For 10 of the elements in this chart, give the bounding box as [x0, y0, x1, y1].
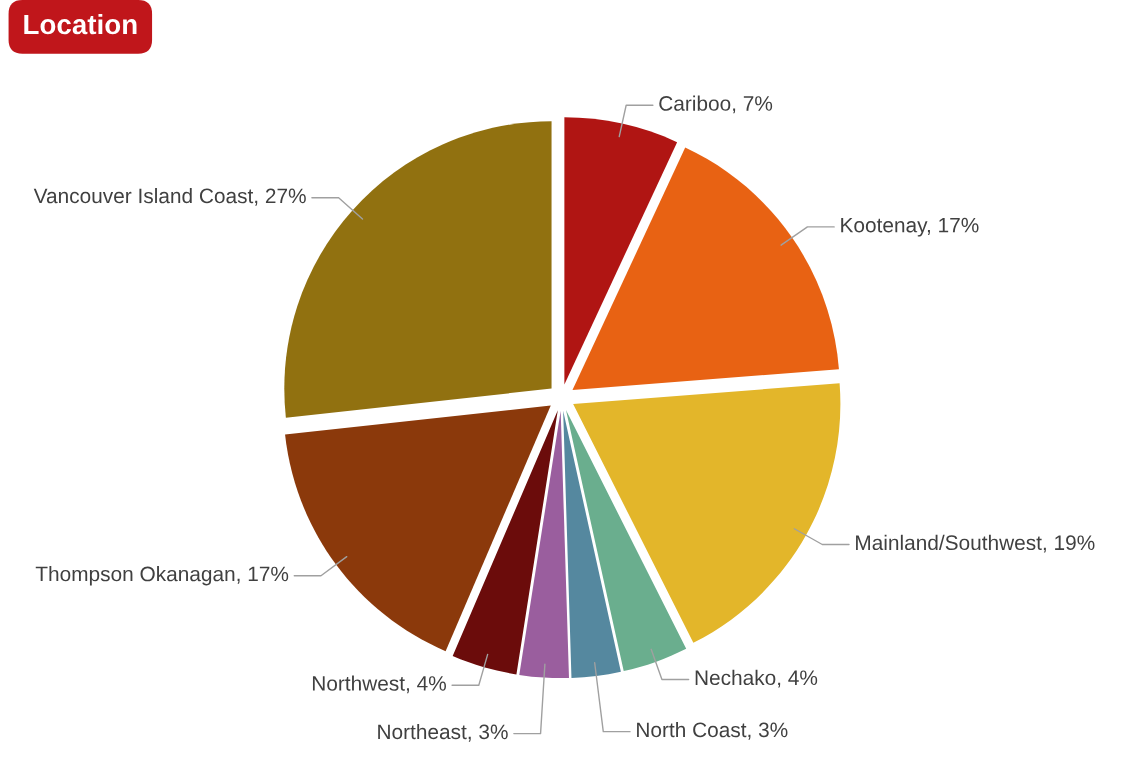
slice-label: Kootenay, 17%	[841, 217, 979, 237]
slice-label: Northwest, 4%	[312, 675, 446, 694]
slice-label: North Coast, 3%	[637, 721, 788, 740]
chart-title: Location	[24, 13, 137, 35]
slice-label: Thompson Okanagan, 17%	[35, 566, 289, 586]
slice-label: Cariboo, 7%	[659, 95, 773, 114]
slice-label: Nechako, 4%	[695, 669, 818, 688]
slice-label: Northeast, 3%	[378, 723, 508, 742]
slice-label: Vancouver Island Coast, 27%	[33, 187, 306, 206]
slice-label: Mainland/Southwest, 19%	[856, 534, 1095, 553]
